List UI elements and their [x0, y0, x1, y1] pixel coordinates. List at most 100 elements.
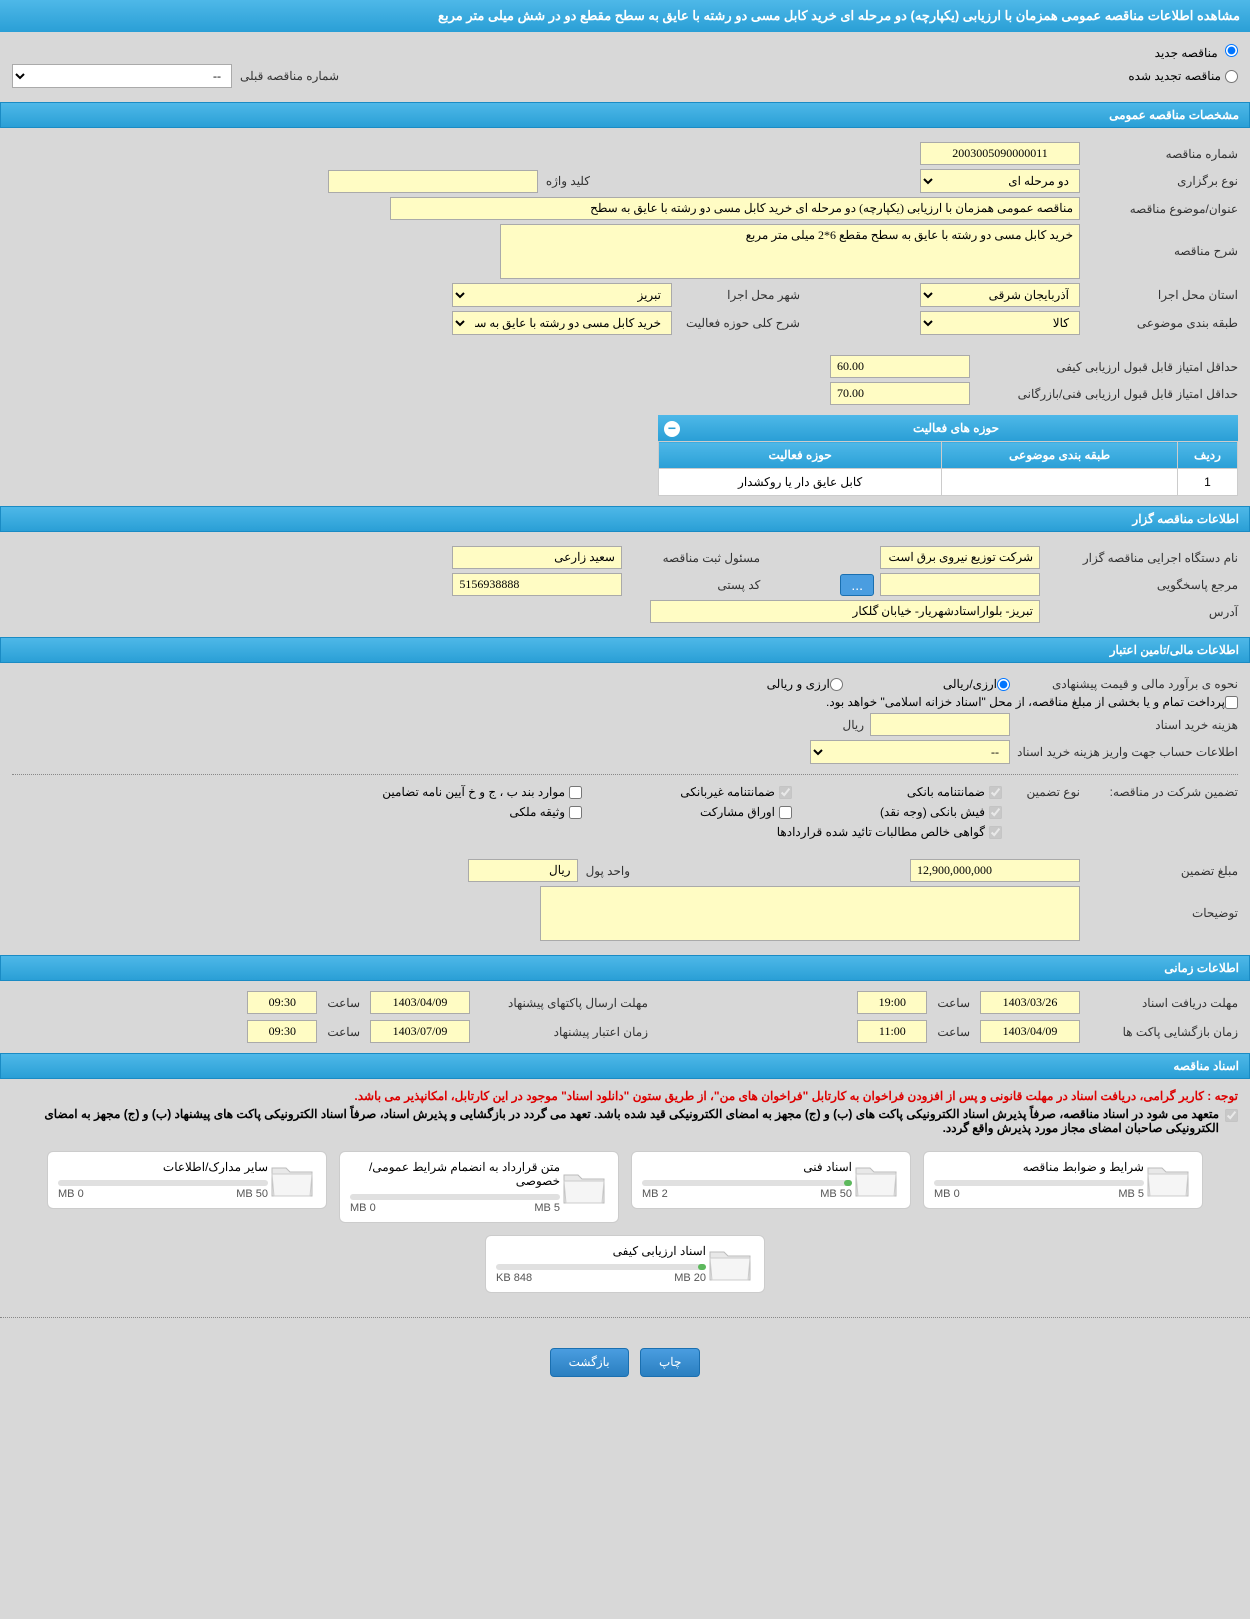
doc-cost-unit: ریال	[842, 718, 864, 732]
folder-box[interactable]: اسناد فنی50 MB2 MB	[631, 1151, 911, 1209]
address-label: آدرس	[1048, 605, 1238, 619]
tender-number-input[interactable]	[920, 142, 1080, 165]
category-select[interactable]: کالا	[920, 311, 1080, 335]
min-tech-input[interactable]	[830, 382, 970, 405]
folder-icon	[560, 1167, 608, 1207]
reference-more-button[interactable]: ...	[840, 574, 874, 596]
guarantee-type-label: نوع تضمین	[1010, 785, 1080, 799]
radio-rial-label: ارزی/ریالی	[943, 677, 997, 691]
open-date[interactable]	[980, 1020, 1080, 1043]
cb-others-label: موارد بند ب ، ج و خ آیین نامه تضامین	[382, 785, 565, 799]
folder-icon	[268, 1160, 316, 1200]
receive-date[interactable]	[980, 991, 1080, 1014]
folder-icon	[852, 1160, 900, 1200]
reference-input[interactable]	[880, 573, 1040, 596]
section-general-header: مشخصات مناقصه عمومی	[0, 102, 1250, 128]
folder-box[interactable]: متن قرارداد به انضمام شرایط عمومی/خصوصی5…	[339, 1151, 619, 1223]
responsible-label: مسئول ثبت مناقصه	[630, 551, 760, 565]
account-select[interactable]: --	[810, 740, 1010, 764]
radio-renewed-label: مناقصه تجدید شده	[1128, 69, 1221, 83]
folder-total: 50 MB	[820, 1188, 852, 1200]
city-label: شهر محل اجرا	[680, 288, 800, 302]
print-button[interactable]: چاپ	[640, 1348, 700, 1377]
col-activity: حوزه فعالیت	[659, 442, 942, 469]
desc-textarea[interactable]: خرید کابل مسی دو رشته با عایق به سطح مقط…	[500, 224, 1080, 279]
desc-label: شرح مناقصه	[1088, 224, 1238, 258]
folder-used: 0 MB	[934, 1188, 960, 1200]
prev-number-select[interactable]: --	[12, 64, 232, 88]
address-input[interactable]	[650, 600, 1040, 623]
section-docs-header: اسناد مناقصه	[0, 1053, 1250, 1079]
folder-used: 0 MB	[350, 1202, 376, 1214]
activities-table: ردیف طبقه بندی موضوعی حوزه فعالیت 1 کابل…	[658, 441, 1238, 496]
cb-bank	[989, 786, 1002, 799]
folder-used: 2 MB	[642, 1188, 668, 1200]
radio-rial[interactable]	[997, 678, 1010, 691]
section-timing-header: اطلاعات زمانی	[0, 955, 1250, 981]
collapse-icon[interactable]: −	[664, 421, 680, 437]
radio-renewed-tender[interactable]	[1225, 70, 1238, 83]
cb-property[interactable]	[569, 806, 582, 819]
folder-used: 0 MB	[58, 1188, 84, 1200]
back-button[interactable]: بازگشت	[550, 1348, 629, 1377]
cb-fish-label: فیش بانکی (وجه نقد)	[880, 805, 985, 819]
cb-receivables-label: گواهی خالص مطالبات تائید شده قراردادها	[777, 825, 985, 839]
folder-box[interactable]: سایر مدارک/اطلاعات50 MB0 MB	[47, 1151, 327, 1209]
radio-currency[interactable]	[830, 678, 843, 691]
notes-label: توضیحات	[1088, 886, 1238, 920]
radio-new-label: مناقصه جدید	[1155, 46, 1218, 60]
doc-cost-input[interactable]	[870, 713, 1010, 736]
min-tech-label: حداقل امتیاز قابل قبول ارزیابی فنی/بازرگ…	[978, 387, 1238, 401]
postal-input[interactable]	[452, 573, 622, 596]
section-financial-header: اطلاعات مالی/تامین اعتبار	[0, 637, 1250, 663]
subject-label: عنوان/موضوع مناقصه	[1088, 202, 1238, 216]
folder-icon	[1144, 1160, 1192, 1200]
radio-new-tender[interactable]	[1225, 44, 1238, 57]
send-date[interactable]	[370, 991, 470, 1014]
validity-label: زمان اعتبار پیشنهاد	[478, 1025, 648, 1039]
folder-title: شرایط و ضوابط مناقصه	[934, 1160, 1144, 1174]
type-select[interactable]: دو مرحله ای	[920, 169, 1080, 193]
col-row: ردیف	[1178, 442, 1238, 469]
org-label: نام دستگاه اجرایی مناقصه گزار	[1048, 551, 1238, 565]
amount-input[interactable]	[910, 859, 1080, 882]
guarantee-label: تضمین شرکت در مناقصه:	[1088, 785, 1238, 799]
city-select[interactable]: تبریز	[452, 283, 672, 307]
send-time[interactable]	[247, 991, 317, 1014]
cb-others[interactable]	[569, 786, 582, 799]
notes-textarea[interactable]	[540, 886, 1080, 941]
type-label: نوع برگزاری	[1088, 174, 1238, 188]
doc-cost-label: هزینه خرید اسناد	[1018, 718, 1238, 732]
treasury-note: پرداخت تمام و یا بخشی از مبلغ مناقصه، از…	[826, 695, 1225, 709]
responsible-input[interactable]	[452, 546, 622, 569]
org-input[interactable]	[880, 546, 1040, 569]
province-label: استان محل اجرا	[1088, 288, 1238, 302]
send-time-label: ساعت	[327, 996, 360, 1010]
cb-nonbank	[779, 786, 792, 799]
validity-time[interactable]	[247, 1020, 317, 1043]
postal-label: کد پستی	[630, 578, 760, 592]
open-time[interactable]	[857, 1020, 927, 1043]
activity-desc-select[interactable]: خرید کابل مسی دو رشته با عایق به سطح مقط…	[452, 311, 672, 335]
keyword-input[interactable]	[328, 170, 538, 193]
folder-box[interactable]: اسناد ارزیابی کیفی20 MB848 KB	[485, 1235, 765, 1293]
min-quality-input[interactable]	[830, 355, 970, 378]
reference-label: مرجع پاسخگویی	[1048, 578, 1238, 592]
subject-input[interactable]	[390, 197, 1080, 220]
treasury-checkbox[interactable]	[1225, 696, 1238, 709]
activities-grid-title: حوزه های فعالیت	[913, 421, 999, 435]
cb-bank-label: ضمانتنامه بانکی	[907, 785, 985, 799]
unit-input[interactable]	[468, 859, 578, 882]
folder-total: 5 MB	[1118, 1188, 1144, 1200]
table-row: 1 کابل عایق دار یا روکشدار	[659, 469, 1238, 496]
cb-securities[interactable]	[779, 806, 792, 819]
page-main-title: مشاهده اطلاعات مناقصه عمومی همزمان با ار…	[0, 0, 1250, 32]
folder-total: 5 MB	[534, 1202, 560, 1214]
receive-time[interactable]	[857, 991, 927, 1014]
province-select[interactable]: آذربایجان شرقی	[920, 283, 1080, 307]
folder-total: 50 MB	[236, 1188, 268, 1200]
folder-title: اسناد ارزیابی کیفی	[496, 1244, 706, 1258]
folder-box[interactable]: شرایط و ضوابط مناقصه 5 MB 0 MB	[923, 1151, 1203, 1209]
section-holder-header: اطلاعات مناقصه گزار	[0, 506, 1250, 532]
validity-date[interactable]	[370, 1020, 470, 1043]
